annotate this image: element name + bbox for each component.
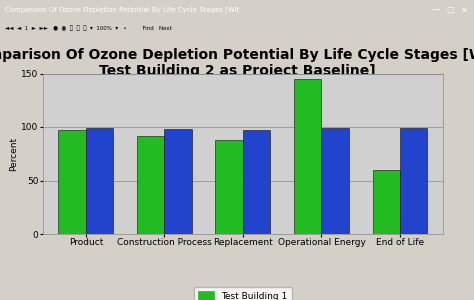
- Legend: Test Building 1, Test Building 2: Test Building 1, Test Building 2: [193, 287, 292, 300]
- Bar: [294, 79, 321, 234]
- Bar: [137, 136, 164, 234]
- Y-axis label: Percent: Percent: [9, 137, 18, 171]
- Bar: [243, 130, 270, 234]
- Bar: [164, 129, 192, 234]
- Bar: [400, 128, 428, 234]
- Text: □: □: [447, 5, 454, 14]
- Bar: [216, 140, 243, 234]
- Bar: [373, 170, 400, 234]
- Text: Comparison Of Ozone Depletion Potential By Life Cycle Stages [Wit: Comparison Of Ozone Depletion Potential …: [5, 6, 239, 13]
- Text: —: —: [432, 5, 440, 14]
- Text: ◄◄  ◄  1  ►  ►►   ●  ◉  🖨  📋  🔍  ▾  100%  ▾   •         Find   Next: ◄◄ ◄ 1 ► ►► ● ◉ 🖨 📋 🔍 ▾ 100% ▾ • Find Ne…: [5, 26, 172, 31]
- Text: Comparison Of Ozone Depletion Potential By Life Cycle Stages [With
Test Building: Comparison Of Ozone Depletion Potential …: [0, 48, 474, 78]
- Text: ✕: ✕: [461, 5, 468, 14]
- Bar: [86, 128, 113, 234]
- Bar: [58, 130, 86, 234]
- Bar: [321, 128, 349, 234]
